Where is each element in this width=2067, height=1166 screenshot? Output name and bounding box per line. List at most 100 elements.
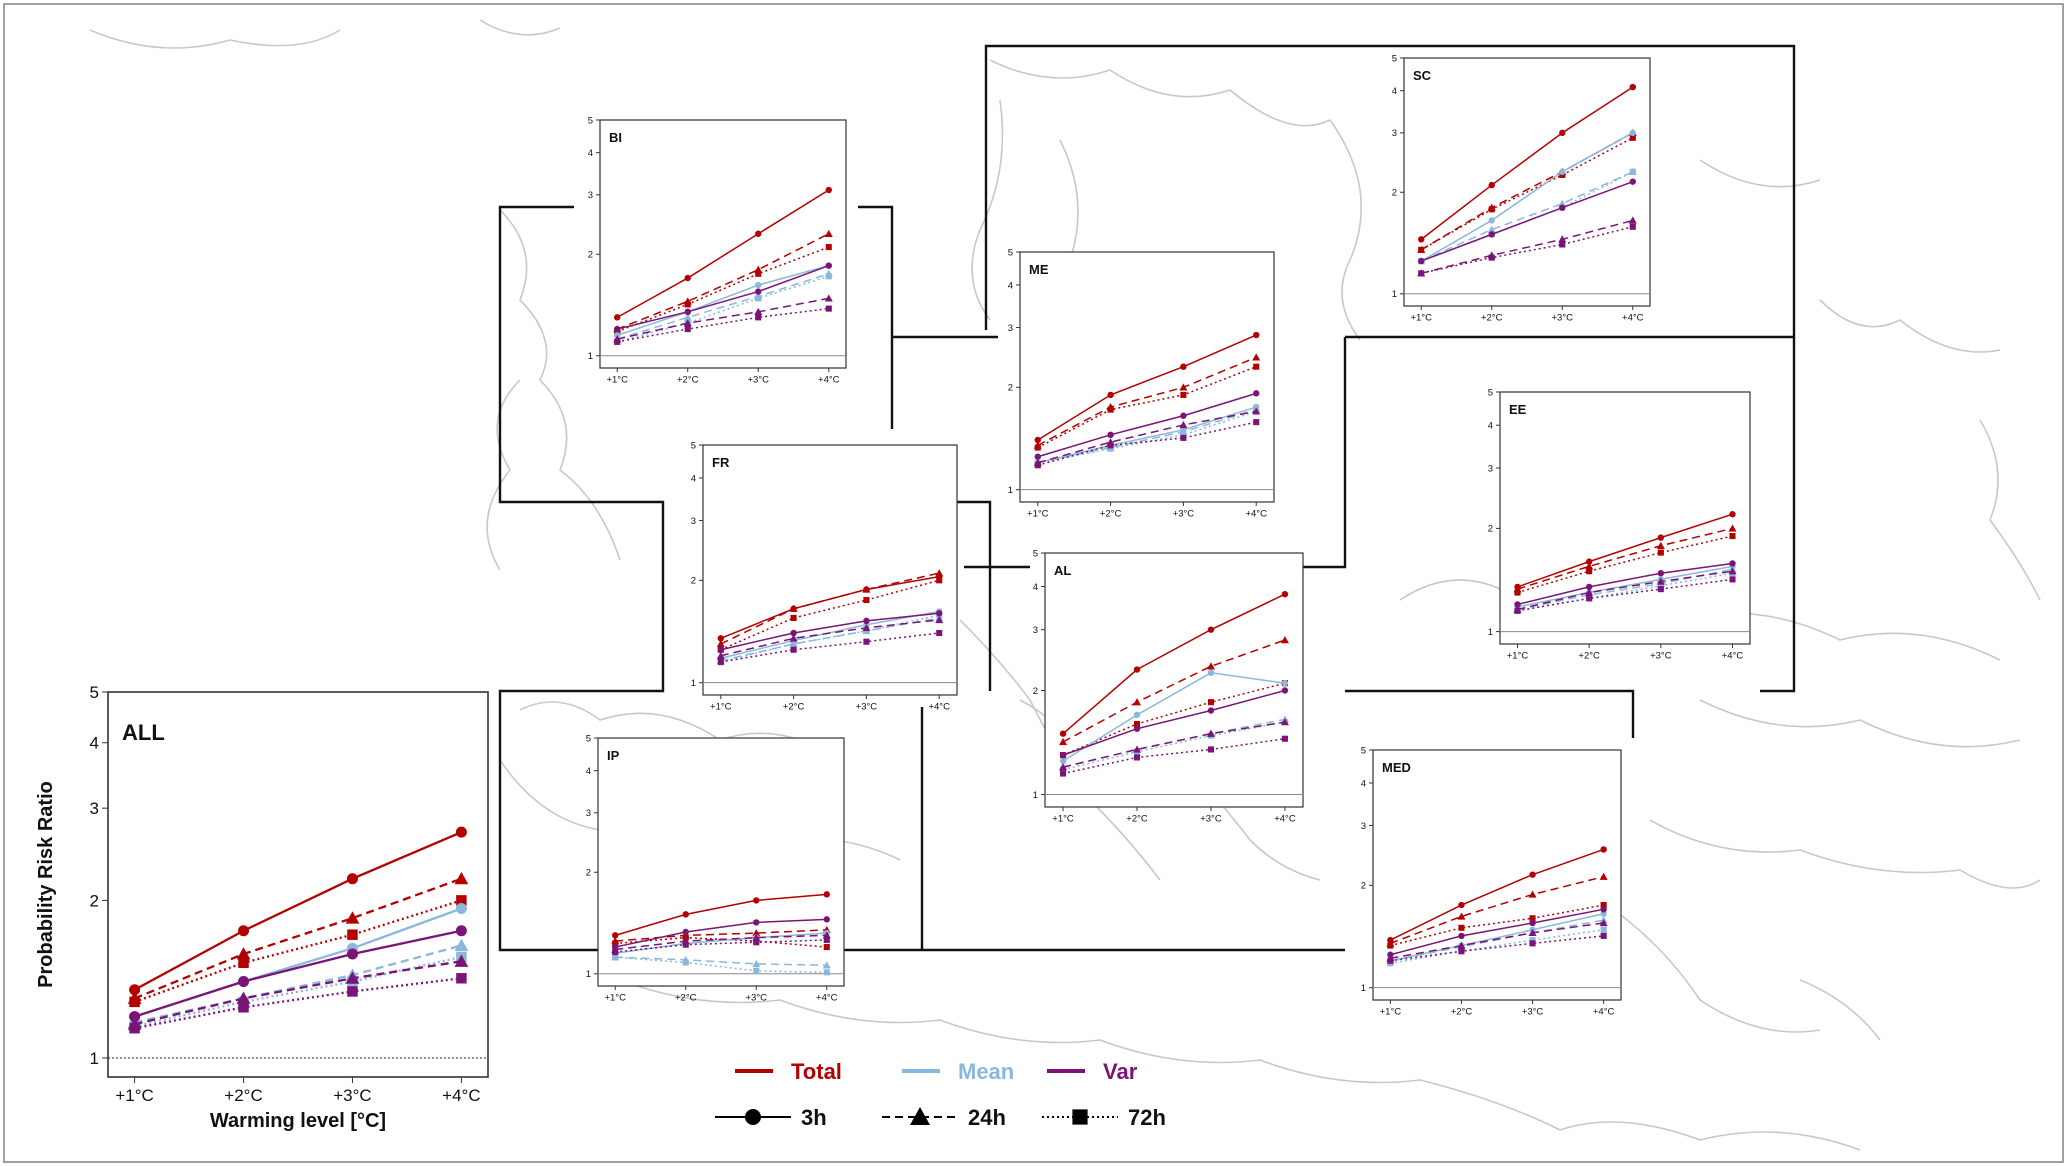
series-line [1390,922,1604,960]
panel-title: MED [1382,760,1411,775]
data-point [1206,662,1215,670]
series-line [1420,86,1634,240]
data-point [753,939,760,946]
y-tick-label: 1 [1008,485,1013,496]
series-total-3h [1059,590,1289,737]
y-tick-label: 1 [1361,983,1366,994]
x-tick-label: +1°C [710,702,732,713]
data-point [454,954,469,967]
data-point [1628,216,1637,224]
data-point [1107,445,1114,452]
data-point [236,991,251,1004]
series-total-72h [129,895,467,1008]
series-line [615,956,827,974]
series-line [720,619,940,657]
data-point [1034,436,1041,444]
y-tick-label: 4 [1392,86,1397,97]
legend-label: 24h [968,1105,1006,1130]
series-line [617,297,829,340]
panel-axes-frame [1499,391,1751,645]
x-tick-label: +2°C [1126,814,1148,825]
y-tick-label: 3 [1361,821,1366,832]
data-point [1107,406,1114,413]
x-tick-label: +3°C [1650,651,1672,662]
y-tick-label: 2 [691,576,696,587]
series-total-3h [1034,331,1260,444]
series-line [134,831,462,991]
data-point [1657,586,1664,593]
series-var-3h [614,262,832,333]
y-tick-label: 3 [691,516,696,527]
data-point [825,186,832,194]
data-point [1599,872,1608,880]
panel-all: 1 2 3 4 5 +1°C +2°C +3°C +4°C ALL Probability Risk… [35,683,489,1132]
series-line [720,612,940,651]
data-point [1529,919,1536,927]
data-point [1207,699,1215,706]
data-point [790,614,797,622]
panel-axes-frame [597,737,845,987]
legend-item-72h: 72h [1042,1105,1166,1130]
data-point [935,569,944,577]
series-total-24h [1059,635,1289,746]
y-tick-label: 3 [1488,463,1493,474]
series-total-3h [612,891,830,939]
data-point [1600,932,1607,939]
data-point [683,319,692,327]
data-point [1059,730,1067,737]
legend-label: Mean [958,1059,1014,1084]
data-point [755,288,762,295]
panel-title: BI [609,130,622,145]
panel-title: IP [607,748,620,763]
panel-title: SC [1413,68,1432,83]
series-line [617,264,830,330]
data-point [1457,941,1466,949]
y-tick-label: 4 [90,734,99,753]
legend-marker [745,1109,761,1125]
y-tick-label: 4 [691,473,696,484]
data-point [1281,590,1289,598]
data-point [1585,558,1593,565]
series-mean-72h [612,954,830,976]
y-tick-label: 4 [1033,582,1038,593]
legend-label: 3h [801,1105,827,1130]
series-line [1420,132,1634,262]
series-line [1420,171,1634,262]
data-point [1059,763,1068,771]
data-point [1728,567,1737,575]
series-var-3h [129,925,467,1023]
panel-axes-frame [107,691,489,1078]
data-point [1133,720,1141,728]
series-total-3h [1387,846,1607,944]
y-tick-label: 1 [1033,790,1038,801]
x-tick-label: +2°C [224,1086,262,1105]
y-axis-label: Probability Risk Ratio [35,781,57,988]
series-line [1517,527,1733,590]
panel-me: 1 2 3 4 5 +1°C +2°C +3°C +4°C ME [1008,247,1275,520]
data-point [1600,902,1607,909]
x-tick-label: +1°C [1027,509,1049,520]
series-var-72h [1034,419,1260,469]
panel-title: ALL [122,720,165,745]
y-tick-label: 5 [1361,745,1366,756]
panel-axes-frame [1403,57,1651,307]
data-point [1529,937,1536,944]
y-tick-label: 2 [1008,383,1013,394]
data-point [455,826,467,838]
data-point [1207,626,1215,633]
series-line [617,275,830,343]
data-point [822,961,831,969]
y-tick-label: 5 [1033,548,1038,559]
panel-title: EE [1509,402,1527,417]
x-tick-label: +4°C [1622,313,1644,324]
series-var-3h [1514,560,1736,608]
data-point [1458,924,1465,931]
data-point [129,1023,140,1034]
data-point [1585,588,1594,596]
data-point [1528,928,1537,937]
y-tick-label: 1 [1392,289,1397,300]
data-point [682,959,689,966]
legend-item-3h: 3h [715,1105,827,1130]
x-tick-label: +3°C [1522,1007,1544,1018]
series-var-72h [1387,932,1607,964]
